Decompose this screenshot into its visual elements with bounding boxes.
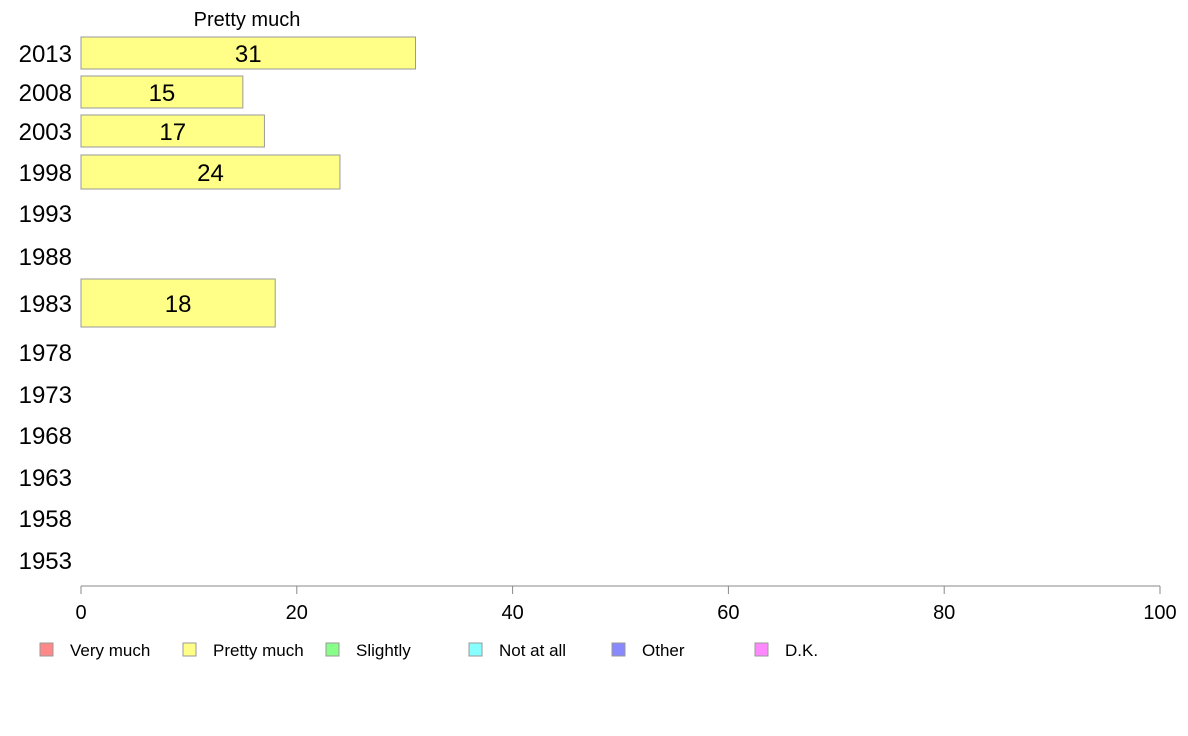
legend-label-d-k: D.K.	[785, 641, 818, 660]
legend-swatch-d-k	[754, 642, 769, 657]
x-tick-label-20: 20	[286, 602, 308, 624]
legend-label-pretty-much: Pretty much	[213, 641, 304, 660]
legend-swatch-not-at-all	[468, 642, 483, 657]
year-label-1973: 1973	[19, 382, 72, 409]
bar-value-2008: 15	[149, 80, 176, 107]
legend-label-slightly: Slightly	[356, 641, 411, 660]
year-label-2013: 2013	[19, 41, 72, 68]
year-labels-group: 2013 2008 2003 1998 1993 1988 1983 1978 1973 1968…	[19, 41, 72, 575]
x-tick-label-0: 0	[75, 602, 86, 624]
x-tick-label-60: 60	[717, 602, 739, 624]
year-label-1963: 1963	[19, 465, 72, 492]
year-label-1993: 1993	[19, 201, 72, 228]
bar-value-1998: 24	[197, 160, 224, 187]
bar-value-1983: 18	[165, 291, 192, 318]
year-label-1968: 1968	[19, 423, 72, 450]
legend-label-other: Other	[642, 641, 685, 660]
bar-value-2013: 31	[235, 41, 262, 68]
bar-1983	[80, 278, 276, 328]
year-label-1958: 1958	[19, 506, 72, 533]
bar-1998	[80, 154, 341, 190]
year-label-2008: 2008	[19, 80, 72, 107]
year-label-1978: 1978	[19, 340, 72, 367]
legend-swatch-very-much	[39, 642, 54, 657]
bars-group: 31 15 17 24 18	[80, 36, 416, 328]
bar-2003	[80, 114, 265, 148]
x-tick-label-40: 40	[501, 602, 523, 624]
x-axis: 0 20 40 60 80 100	[75, 585, 1177, 624]
year-label-1953: 1953	[19, 548, 72, 575]
chart-title: Pretty much	[194, 9, 301, 31]
bar-2013	[80, 36, 416, 70]
year-label-1998: 1998	[19, 160, 72, 187]
legend-label-not-at-all: Not at all	[499, 641, 566, 660]
legend-swatch-pretty-much	[182, 642, 197, 657]
year-label-2003: 2003	[19, 119, 72, 146]
year-label-1988: 1988	[19, 244, 72, 271]
bar-value-2003: 17	[159, 119, 186, 146]
legend-swatch-other	[611, 642, 626, 657]
year-label-1983: 1983	[19, 291, 72, 318]
legend: Very much Pretty much Slightly Not at all Ot…	[39, 641, 818, 660]
legend-label-very-much: Very much	[70, 641, 150, 660]
legend-swatch-slightly	[325, 642, 340, 657]
x-tick-label-100: 100	[1143, 602, 1176, 624]
x-tick-label-80: 80	[933, 602, 955, 624]
bar-2008	[80, 75, 244, 109]
